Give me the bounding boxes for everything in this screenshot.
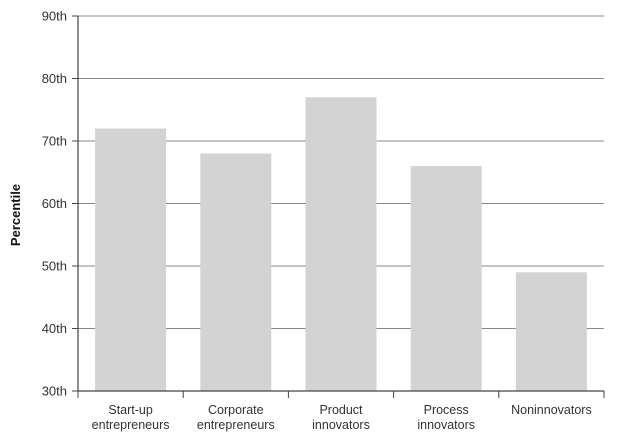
x-tick-label: Start-up entrepreneurs [92,403,170,432]
y-tick-label: 50th [42,259,67,274]
axes [72,15,605,398]
x-tick-label-line: Product [319,403,363,417]
y-axis-label: Percentile [8,184,23,246]
x-tick-label-line: Start-up [108,403,153,417]
y-tick-label: 70th [42,134,67,149]
x-tick-label: Corporate entrepreneurs [197,403,275,432]
bar [515,272,587,391]
y-tick-label: 90th [42,9,67,24]
x-tick-label-line: Process [424,403,469,417]
x-tick-label-line: innovators [417,418,475,432]
x-tick-label-line: entrepreneurs [92,418,170,432]
y-tick-label: 80th [42,71,67,86]
bar [410,166,482,391]
y-tick-label: 30th [42,384,67,399]
x-tick-label: Product innovators [312,403,370,432]
x-tick-label-line: innovators [312,418,370,432]
x-tick-label: Noninnovators [511,403,592,417]
y-tick-labels: 30th 40th 50th 60th 70th 80th 90th [42,9,67,399]
bars [95,97,587,391]
bar [95,128,167,391]
x-tick-label: Process innovators [417,403,475,432]
x-tick-label-line: Noninnovators [511,403,592,417]
y-tick-label: 60th [42,196,67,211]
x-tick-label-line: entrepreneurs [197,418,275,432]
y-tick-label: 40th [42,321,67,336]
bar [305,97,377,391]
x-tick-label-line: Corporate [208,403,264,417]
bar [200,153,272,391]
